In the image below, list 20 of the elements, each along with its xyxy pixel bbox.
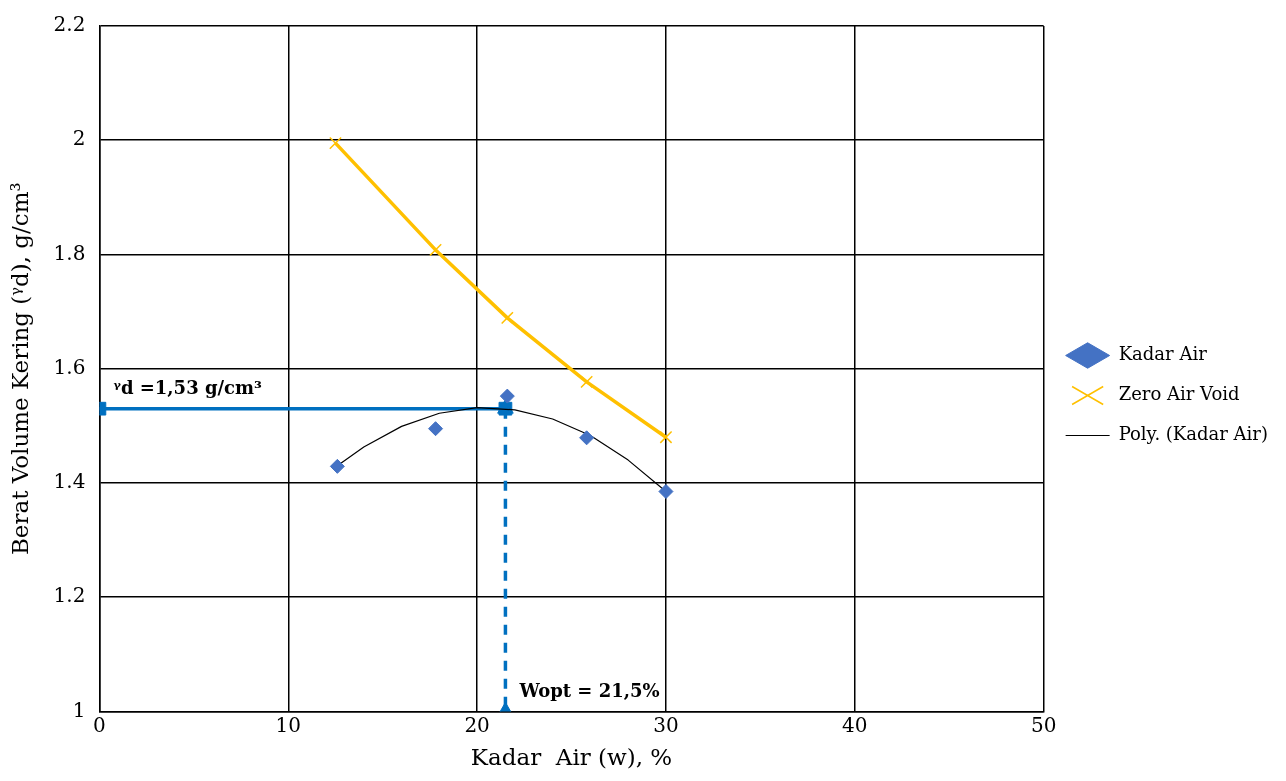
y-tick-label: 2: [72, 126, 86, 151]
y-tick-label: 1.8: [53, 240, 86, 265]
x-tick-label: 0: [93, 712, 106, 737]
y-tick-label: 1: [72, 697, 86, 722]
x-tick-label: 10: [275, 712, 301, 737]
legend-label: Kadar Air: [1118, 343, 1208, 365]
x-tick-label: 40: [842, 712, 868, 737]
y-tick-label: 1.6: [53, 354, 86, 379]
legend-label: Poly. (Kadar Air): [1118, 423, 1269, 445]
x-tick-label: 30: [653, 712, 679, 737]
y-tick-label: 1.2: [53, 583, 86, 608]
x-tick-label: 20: [464, 712, 490, 737]
x-tick-label: 50: [1030, 712, 1057, 737]
y-tick-label: 2.2: [53, 12, 86, 37]
x-axis-title: Kadar Air (w), %: [470, 744, 673, 771]
y-tick-label: 1.4: [53, 469, 86, 494]
annotation: Wopt = 21,5%: [518, 680, 660, 702]
annotation: ᵞd =1,53 g/cm³: [113, 377, 263, 399]
legend-label: Zero Air Void: [1118, 383, 1240, 405]
y-axis-title: Berat Volume Kering (ᵞd), g/cm³: [6, 182, 33, 556]
